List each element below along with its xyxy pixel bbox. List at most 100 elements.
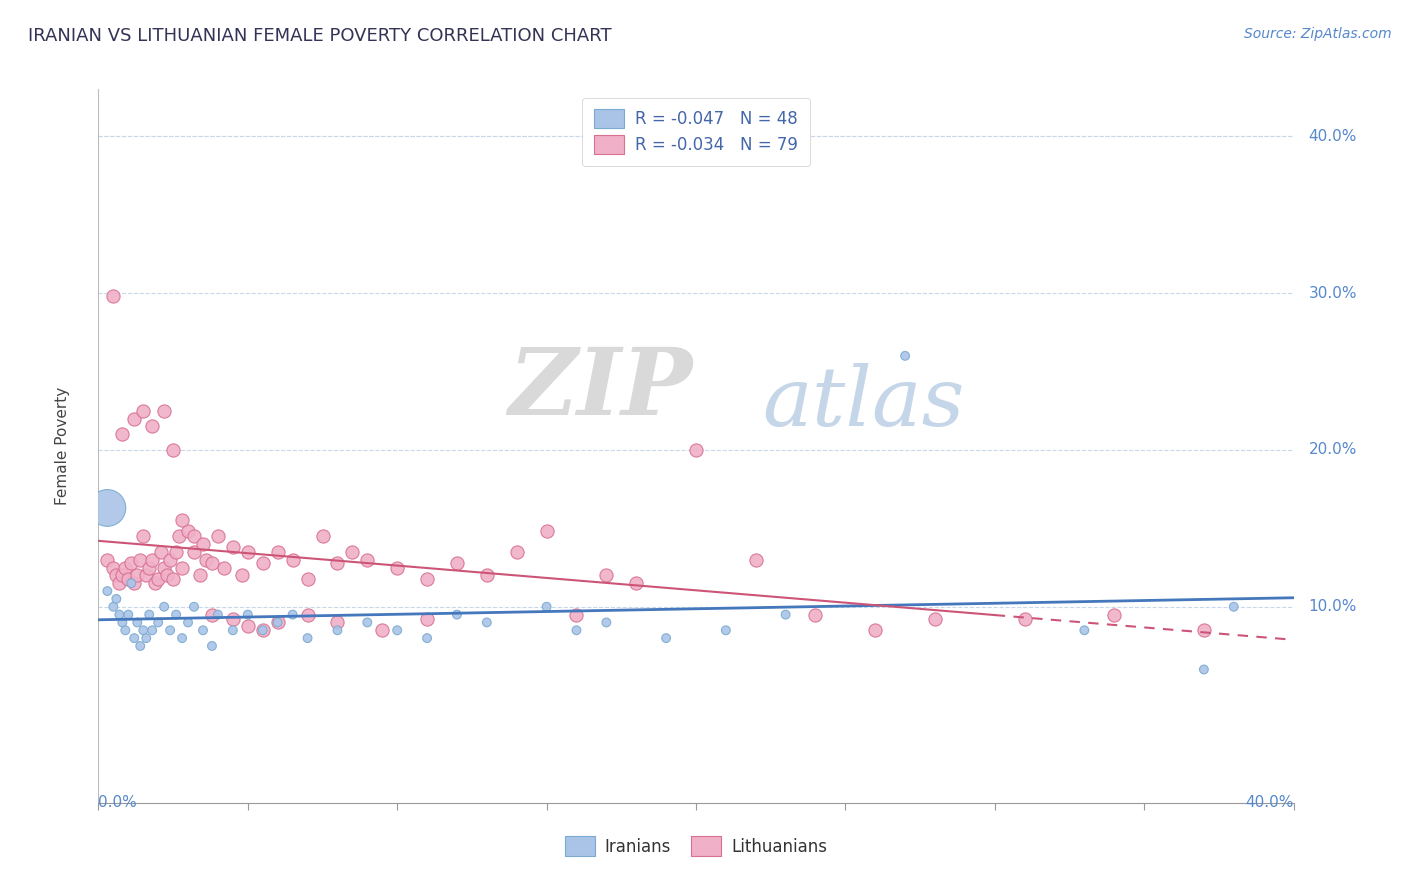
Point xyxy=(162,572,184,586)
Point xyxy=(267,615,290,630)
Point xyxy=(1192,624,1215,638)
Point xyxy=(416,572,439,586)
Point xyxy=(111,615,134,630)
Point xyxy=(114,560,136,574)
Point xyxy=(132,529,155,543)
Point xyxy=(356,552,378,566)
Point xyxy=(127,615,149,630)
Point xyxy=(111,568,134,582)
Point xyxy=(775,607,797,622)
Point xyxy=(162,442,184,457)
Point xyxy=(536,524,558,539)
Point xyxy=(108,607,131,622)
Point xyxy=(108,576,131,591)
Text: Female Poverty: Female Poverty xyxy=(55,387,70,505)
Point xyxy=(117,607,139,622)
Point xyxy=(371,624,394,638)
Point xyxy=(252,624,274,638)
Text: Source: ZipAtlas.com: Source: ZipAtlas.com xyxy=(1244,27,1392,41)
Point xyxy=(475,568,498,582)
Point xyxy=(153,403,176,417)
Text: atlas: atlas xyxy=(762,363,965,443)
Point xyxy=(114,624,136,638)
Point xyxy=(177,524,200,539)
Point xyxy=(191,624,214,638)
Point xyxy=(143,576,166,591)
Point xyxy=(141,419,163,434)
Point xyxy=(129,552,152,566)
Point xyxy=(267,615,290,630)
Point xyxy=(342,545,364,559)
Point xyxy=(236,618,259,632)
Text: ZIP: ZIP xyxy=(508,344,693,434)
Point xyxy=(183,599,205,614)
Point xyxy=(252,624,274,638)
Point xyxy=(183,545,205,559)
Point xyxy=(165,545,187,559)
Point xyxy=(177,615,200,630)
Point xyxy=(416,631,439,645)
Point xyxy=(124,576,146,591)
Point xyxy=(172,631,194,645)
Point xyxy=(252,556,274,570)
Point xyxy=(148,615,170,630)
Point xyxy=(124,631,146,645)
Point xyxy=(191,537,214,551)
Point xyxy=(385,624,409,638)
Point xyxy=(297,572,319,586)
Point xyxy=(201,556,224,570)
Point xyxy=(326,556,349,570)
Point xyxy=(141,552,163,566)
Text: 10.0%: 10.0% xyxy=(1309,599,1357,615)
Point xyxy=(148,572,170,586)
Point xyxy=(356,615,378,630)
Point xyxy=(311,529,333,543)
Point xyxy=(103,289,125,303)
Point xyxy=(297,631,319,645)
Point xyxy=(129,639,152,653)
Point xyxy=(96,500,118,515)
Point xyxy=(159,624,181,638)
Text: IRANIAN VS LITHUANIAN FEMALE POVERTY CORRELATION CHART: IRANIAN VS LITHUANIAN FEMALE POVERTY COR… xyxy=(28,27,612,45)
Point xyxy=(207,607,229,622)
Point xyxy=(506,545,529,559)
Point xyxy=(281,552,304,566)
Point xyxy=(153,560,176,574)
Point xyxy=(103,560,125,574)
Point xyxy=(565,624,588,638)
Point xyxy=(595,615,617,630)
Point xyxy=(124,411,146,425)
Point xyxy=(1073,624,1095,638)
Point xyxy=(105,568,128,582)
Point xyxy=(212,560,235,574)
Point xyxy=(1192,663,1215,677)
Point xyxy=(111,427,134,442)
Point xyxy=(172,514,194,528)
Point xyxy=(714,624,737,638)
Point xyxy=(201,607,224,622)
Point xyxy=(207,529,229,543)
Point xyxy=(222,540,245,554)
Point xyxy=(536,599,558,614)
Point xyxy=(159,552,181,566)
Point xyxy=(120,576,142,591)
Point xyxy=(267,545,290,559)
Point xyxy=(1223,599,1246,614)
Point xyxy=(236,545,259,559)
Point xyxy=(281,607,304,622)
Point xyxy=(132,624,155,638)
Point xyxy=(103,599,125,614)
Point xyxy=(326,624,349,638)
Point xyxy=(865,624,887,638)
Point xyxy=(297,607,319,622)
Point xyxy=(165,607,187,622)
Point xyxy=(655,631,678,645)
Point xyxy=(565,607,588,622)
Point xyxy=(96,552,118,566)
Point xyxy=(1014,612,1036,626)
Point xyxy=(446,607,468,622)
Point xyxy=(326,615,349,630)
Text: 40.0%: 40.0% xyxy=(1246,795,1294,810)
Point xyxy=(138,607,160,622)
Point xyxy=(167,529,190,543)
